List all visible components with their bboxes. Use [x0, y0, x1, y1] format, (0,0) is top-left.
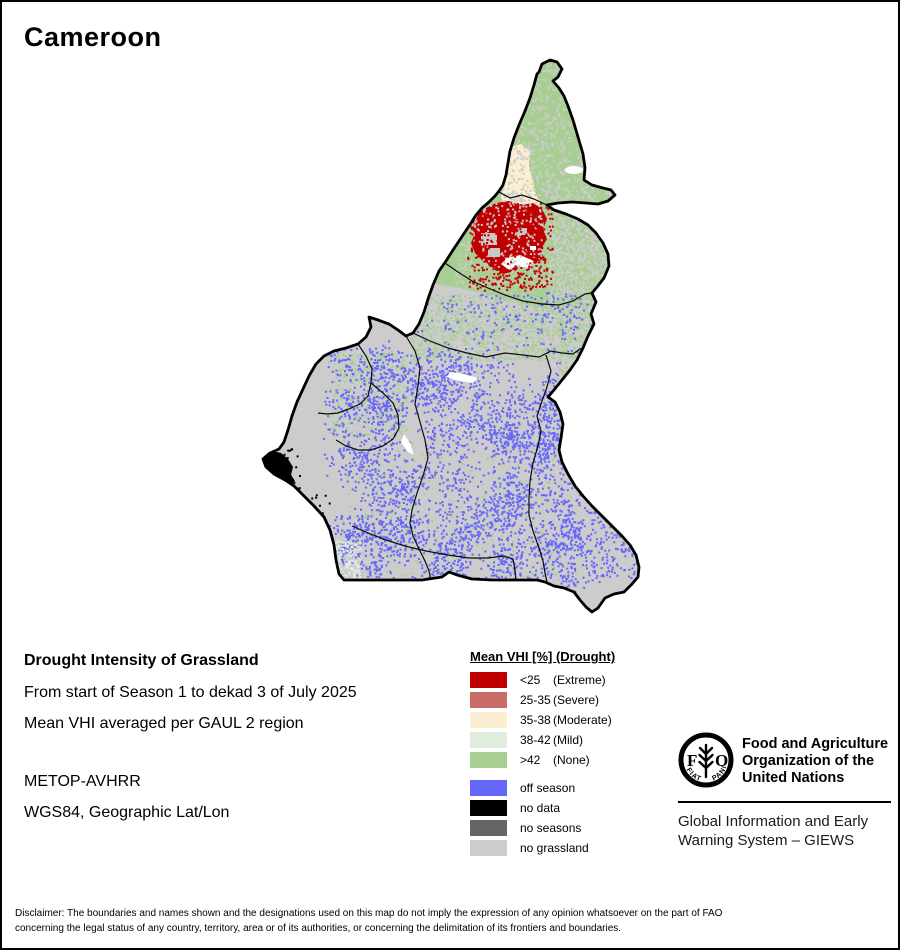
lakes — [401, 166, 583, 455]
map-period: From start of Season 1 to dekad 3 of Jul… — [24, 684, 357, 701]
legend-swatch-none — [470, 751, 507, 768]
legend-range: 38-42 — [520, 732, 551, 747]
legend-swatch-no-grassland — [470, 839, 507, 856]
speckle-layer — [334, 540, 362, 582]
legend-range: >42 — [520, 752, 541, 767]
legend-item-none: >42 (None) — [470, 751, 615, 768]
wheat-ear-icon — [698, 743, 714, 779]
legend-title: Mean VHI [%] (Drought) — [470, 649, 616, 664]
legend-item-extreme: <25 (Extreme) — [470, 671, 615, 688]
fao-logo-letter-f: F — [687, 751, 697, 770]
speckle-layer — [322, 292, 639, 608]
legend-item-no-grassland: no grassland — [470, 839, 615, 856]
legend: Mean VHI [%] (Drought) <25 (Extreme) 25-… — [470, 649, 615, 859]
legend-swatch-mild — [470, 731, 507, 748]
legend-label: no data — [520, 800, 561, 815]
fao-logo-icon: F O FIAT PANIS — [678, 732, 734, 788]
legend-swatch-off-season — [470, 779, 507, 796]
legend-label: (Moderate) — [553, 712, 612, 727]
map-projection: WGS84, Geographic Lat/Lon — [24, 804, 230, 821]
raster-speckle — [264, 60, 639, 608]
legend-range: 25-35 — [520, 692, 551, 707]
speckle-layer — [454, 60, 614, 309]
legend-swatch-severe — [470, 691, 507, 708]
map-subject: Drought Intensity of Grassland — [24, 652, 259, 669]
legend-item-no-seasons: no seasons — [470, 819, 615, 836]
legend-label: off season — [520, 780, 576, 795]
legend-range: 35-38 — [520, 712, 551, 727]
legend-item-off-season: off season — [470, 779, 615, 796]
map-aggregation: Mean VHI averaged per GAUL 2 region — [24, 715, 304, 732]
legend-label: (Extreme) — [553, 672, 606, 687]
legend-item-no-data: no data — [470, 799, 615, 816]
disclaimer-line-1: Disclaimer: The boundaries and names sho… — [15, 908, 723, 919]
legend-label: (Mild) — [553, 732, 583, 747]
page-title: Cameroon — [24, 22, 162, 52]
map-info-block: Drought Intensity of Grassland From star… — [24, 652, 357, 835]
speckle-layer — [327, 294, 629, 582]
speckle-layer — [467, 202, 554, 292]
legend-label: no grassland — [520, 840, 589, 855]
fao-divider — [678, 801, 891, 803]
map-sensor: METOP-AVHRR — [24, 773, 141, 790]
legend-label: no seasons — [520, 820, 582, 835]
legend-swatch-no-seasons — [470, 819, 507, 836]
legend-swatch-moderate — [470, 711, 507, 728]
legend-item-moderate: 35-38 (Moderate) — [470, 711, 615, 728]
legend-range: <25 — [520, 672, 541, 687]
fao-org-name: Food and Agriculture Organization of the… — [742, 736, 889, 786]
legend-item-mild: 38-42 (Mild) — [470, 731, 615, 748]
admin-boundaries — [317, 191, 593, 583]
disclaimer: Disclaimer: The boundaries and names sho… — [15, 907, 891, 936]
legend-label: (None) — [553, 752, 590, 767]
legend-swatch-no-data — [470, 799, 507, 816]
legend-item-severe: 25-35 (Severe) — [470, 691, 615, 708]
legend-label: (Severe) — [553, 692, 600, 707]
giews-name: Global Information and Early Warning Sys… — [678, 813, 869, 849]
legend-swatch-extreme — [470, 671, 507, 688]
fao-logo-letter-o: O — [715, 751, 728, 770]
map-raster-layers — [263, 60, 639, 608]
legend-extras: off season no data no seasons no grassla… — [470, 779, 615, 856]
disclaimer-line-2: concerning the legal status of any count… — [15, 922, 622, 934]
